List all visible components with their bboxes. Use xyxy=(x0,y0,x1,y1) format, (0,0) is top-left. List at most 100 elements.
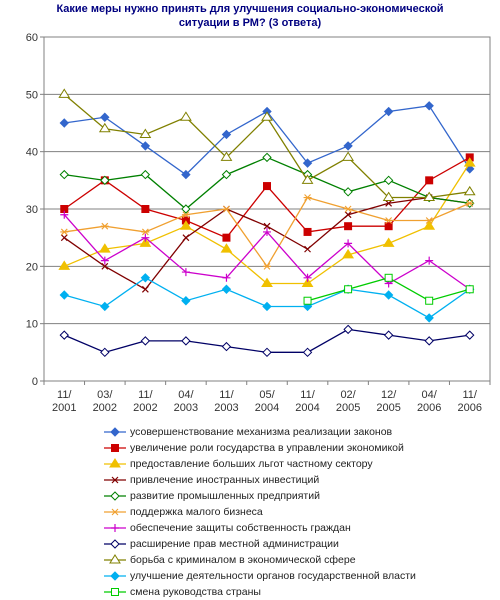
data-point xyxy=(424,101,434,111)
data-point xyxy=(303,227,312,236)
data-point xyxy=(424,336,434,346)
y-tick-label: 0 xyxy=(32,376,38,388)
series-9 xyxy=(58,88,476,202)
data-point xyxy=(140,169,151,180)
legend-item: борьба с криминалом в экономической сфер… xyxy=(104,552,494,568)
data-point xyxy=(139,237,152,247)
data-point xyxy=(100,347,110,358)
legend-swatch xyxy=(104,524,126,532)
data-point xyxy=(58,88,71,98)
legend-label: увеличение роли государства в управлении… xyxy=(130,442,404,454)
data-point xyxy=(343,141,353,151)
data-point xyxy=(465,285,474,294)
data-point xyxy=(423,220,436,230)
data-point xyxy=(463,157,476,167)
data-point xyxy=(140,336,151,346)
legend-swatch-marker xyxy=(111,476,119,484)
data-point xyxy=(424,313,434,323)
legend-item: увеличение роли государства в управлении… xyxy=(104,440,494,456)
x-tick-label-line-1: 02/ xyxy=(340,389,356,401)
data-point xyxy=(344,222,353,231)
data-point xyxy=(301,174,314,184)
data-point xyxy=(100,256,109,265)
data-point xyxy=(140,273,151,283)
data-point xyxy=(383,330,394,340)
series-8 xyxy=(59,324,475,358)
data-point xyxy=(181,204,191,214)
chart-title-line-1: Какие меры нужно принять для улучшения с… xyxy=(56,3,444,15)
legend-swatch-marker xyxy=(111,588,119,596)
data-point xyxy=(100,112,110,122)
legend-swatch xyxy=(104,491,126,501)
legend-swatch-marker xyxy=(111,444,119,452)
data-point xyxy=(180,220,192,230)
chart-title-line-2: ситуации в РМ? (3 ответа) xyxy=(178,17,322,29)
data-point xyxy=(383,106,394,117)
legend-item: обеспечение защиты собственность граждан xyxy=(104,520,494,536)
x-tick-label-line-2: 2003 xyxy=(214,402,238,414)
data-point xyxy=(343,324,353,335)
x-tick-label-line-1: 11/ xyxy=(462,389,477,401)
legend-label: привлечение иностранных инвестиций xyxy=(130,474,320,486)
data-point xyxy=(303,296,312,305)
legend-label: поддержка малого бизнеса xyxy=(130,506,263,518)
x-tick-label-line-2: 2006 xyxy=(457,402,481,414)
legend-swatch-marker xyxy=(109,458,121,468)
data-point xyxy=(344,211,352,219)
legend-swatch-marker xyxy=(110,571,120,581)
legend-label: усовершенствование механизма реализации … xyxy=(130,426,393,438)
data-point xyxy=(100,301,110,312)
data-point xyxy=(220,151,233,161)
data-point xyxy=(261,111,273,121)
data-point xyxy=(383,290,394,300)
data-point xyxy=(384,273,393,282)
legend-swatch-marker xyxy=(110,491,120,501)
x-tick-label-line-2: 2002 xyxy=(93,402,117,414)
data-point xyxy=(263,227,271,236)
data-point xyxy=(465,330,475,340)
x-tick-label-line-1: 11/ xyxy=(138,389,153,401)
x-tick-label-line-1: 04/ xyxy=(178,389,194,401)
x-tick-label-line-1: 04/ xyxy=(422,389,438,401)
legend-swatch xyxy=(104,539,126,549)
data-point xyxy=(181,268,190,277)
data-point xyxy=(382,237,395,247)
legend-swatch-marker xyxy=(110,427,120,437)
y-tick-label: 30 xyxy=(26,204,38,216)
data-point xyxy=(261,277,273,288)
data-point xyxy=(221,284,232,294)
data-point xyxy=(302,158,313,168)
data-point xyxy=(301,277,314,288)
data-point xyxy=(59,118,69,128)
legend-item: усовершенствование механизма реализации … xyxy=(104,424,494,440)
data-point xyxy=(262,152,272,163)
chart-title: Какие меры нужно принять для улучшения с… xyxy=(0,2,500,30)
data-point xyxy=(263,222,271,230)
data-point xyxy=(302,347,313,358)
x-tick-label-line-1: 11/ xyxy=(219,389,234,401)
data-point xyxy=(384,217,393,224)
legend-label: предоставление больших льгот частному се… xyxy=(130,458,373,470)
data-point xyxy=(182,234,190,242)
y-tick-label: 40 xyxy=(26,147,38,159)
legend-item: смена руководства страны xyxy=(104,584,494,600)
series-6 xyxy=(60,194,474,270)
data-point xyxy=(425,217,434,224)
data-point xyxy=(343,187,353,197)
data-point xyxy=(59,169,69,180)
data-point xyxy=(181,296,191,306)
data-point xyxy=(101,262,109,270)
x-tick-label-line-1: 12/ xyxy=(381,389,397,401)
legend-swatch-marker xyxy=(111,508,119,516)
data-point xyxy=(385,199,393,207)
y-tick-label: 60 xyxy=(26,32,38,44)
data-point xyxy=(98,243,111,253)
x-tick-label-line-1: 03/ xyxy=(97,389,113,401)
data-point xyxy=(263,262,271,270)
data-point xyxy=(140,141,151,151)
data-point xyxy=(59,330,69,340)
x-tick-label-line-2: 2003 xyxy=(174,402,198,414)
legend-item: расширение прав местной администрации xyxy=(104,536,494,552)
data-point xyxy=(141,285,149,293)
data-point xyxy=(60,228,69,236)
